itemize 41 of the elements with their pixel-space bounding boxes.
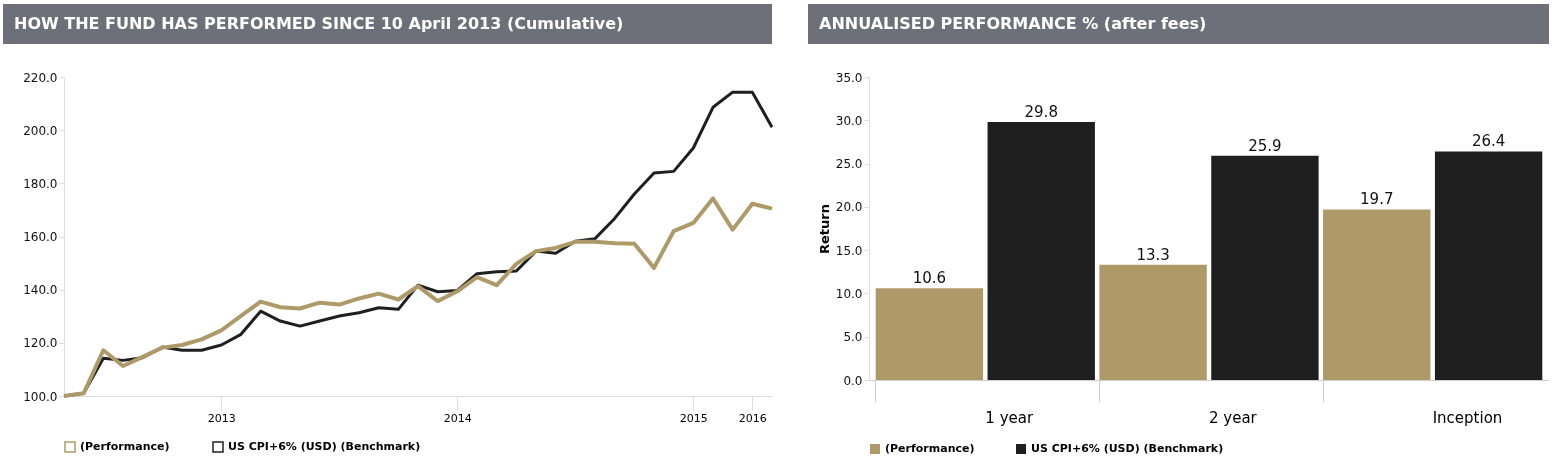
bar <box>1099 264 1207 380</box>
data-label: 25.9 <box>1248 136 1282 155</box>
legend-label: (Performance) <box>885 442 975 455</box>
legend-label: (Performance) <box>80 440 170 453</box>
x-tick-label: 2014 <box>443 411 472 425</box>
bar <box>1211 155 1319 380</box>
bar <box>1434 151 1543 380</box>
y-tick-label: 30.0 <box>835 113 863 128</box>
x-tick-label: 2015 <box>679 411 708 425</box>
y-tick-label: 220.0 <box>23 70 58 85</box>
y-tick-label: 20.0 <box>835 200 863 215</box>
y-tick-label: 160.0 <box>23 230 58 244</box>
x-tick-label: Inception <box>1432 408 1503 427</box>
legend-label: US CPI+6% (USD) (Benchmark) <box>1031 442 1224 455</box>
y-tick-label: 25.0 <box>835 157 863 172</box>
legend-label: US CPI+6% (USD) (Benchmark) <box>228 440 421 453</box>
y-tick-label: 120.0 <box>23 336 58 351</box>
y-tick-label: 10.0 <box>835 286 863 301</box>
y-tick-label: 200.0 <box>23 123 58 138</box>
bar <box>987 122 1095 380</box>
data-label: 19.7 <box>1360 190 1394 209</box>
x-tick-label: 2016 <box>738 411 767 425</box>
y-tick-label: 35.0 <box>835 70 863 85</box>
data-label: 13.3 <box>1136 245 1170 264</box>
data-label: 29.8 <box>1024 103 1058 122</box>
chart-title: HOW THE FUND HAS PERFORMED SINCE 10 April 2013 (Cumulative) <box>14 14 624 33</box>
bar <box>875 288 984 380</box>
x-tick-label: 2 year <box>1209 408 1258 427</box>
y-tick-label: 100.0 <box>23 389 58 404</box>
x-tick-label: 2013 <box>207 411 236 425</box>
data-label: 10.6 <box>912 269 947 288</box>
chart-title: ANNUALISED PERFORMANCE % (after fees) <box>819 14 1207 33</box>
data-label: 26.4 <box>1471 132 1506 151</box>
y-tick-label: 0.0 <box>843 373 863 388</box>
bar <box>1323 209 1431 380</box>
y-tick-label: 5.0 <box>843 330 863 345</box>
y-tick-label: 180.0 <box>23 176 58 191</box>
y-axis-title: Return <box>816 204 832 254</box>
y-tick-label: 140.0 <box>23 283 58 298</box>
y-tick-label: 15.0 <box>835 243 863 258</box>
x-tick-label: 1 year <box>985 408 1034 427</box>
